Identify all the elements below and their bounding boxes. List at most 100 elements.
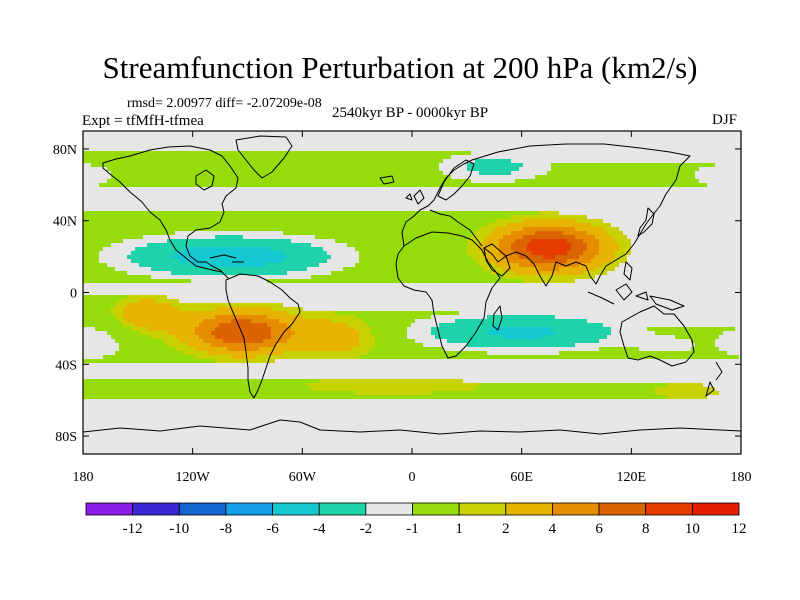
contour-cell (587, 231, 607, 235)
contour-cell (179, 259, 283, 263)
contour-cell (591, 223, 611, 227)
contour-cell (483, 239, 499, 243)
contour-cell (83, 383, 307, 387)
contour-cell (107, 167, 439, 171)
contour-cell (499, 243, 511, 247)
contour-cell (667, 395, 707, 399)
lon-tick-label: 60W (289, 470, 317, 485)
contour-cell (567, 239, 583, 243)
contour-cell (491, 231, 511, 235)
contour-cell (167, 331, 195, 335)
contour-cell (211, 331, 271, 335)
contour-cell (519, 255, 543, 259)
contour-cell (595, 267, 615, 271)
contour-cell (83, 247, 103, 251)
contour-cell (135, 323, 199, 327)
contour-cell (527, 247, 571, 251)
coast-europe (401, 159, 483, 247)
colorbar-swatch (645, 502, 693, 516)
contour-cell (567, 251, 583, 255)
contour-cell (83, 395, 667, 399)
contour-cell (475, 259, 487, 263)
contour-cell (367, 323, 411, 327)
contour-cell (183, 351, 207, 355)
contour-cell (111, 307, 123, 311)
contour-cell (119, 299, 139, 303)
contour-cell (359, 355, 739, 359)
contour-cell (511, 231, 535, 235)
contour-cell (195, 331, 211, 335)
contour-cell (107, 331, 139, 335)
colorbar-label: 12 (732, 521, 747, 537)
contour-cell (495, 219, 523, 223)
contour-cell (603, 227, 619, 231)
contour-cell (103, 355, 195, 359)
contour-cell (263, 339, 287, 343)
contour-cell (115, 351, 183, 355)
contour-cell (371, 347, 443, 351)
contour-cell (515, 251, 531, 255)
contour-cell (287, 339, 359, 343)
coast-philippines (623, 261, 633, 281)
contour-cell (83, 391, 355, 395)
contour-cell (503, 267, 539, 271)
contour-cell (83, 251, 99, 255)
contour-cell (83, 235, 143, 239)
contour-cell (215, 335, 271, 339)
contour-cell (83, 299, 119, 303)
contour-cell (575, 227, 603, 231)
contour-cell (175, 251, 283, 255)
colorbar-label: 1 (455, 521, 463, 537)
contour-cell (575, 235, 595, 239)
contour-cell (139, 331, 167, 335)
contour-cell (531, 239, 567, 243)
contour-cell (231, 355, 255, 359)
contour-cell (479, 227, 495, 231)
contour-cell (535, 175, 695, 179)
contour-cell (503, 235, 523, 239)
contour-cell (491, 271, 515, 275)
contour-cell (471, 255, 483, 259)
contour-cell (123, 323, 135, 327)
contour-cell (371, 331, 407, 335)
contour-cell (131, 259, 179, 263)
contour-cell (199, 323, 219, 327)
contour-cell (83, 243, 111, 247)
colorbar-swatch (412, 502, 460, 516)
contour-cell (375, 335, 407, 339)
contour-cell (355, 315, 431, 319)
contour-cell (119, 319, 127, 323)
contour-cell (655, 331, 723, 335)
contour-cell (287, 311, 335, 315)
contour-cell (259, 347, 351, 351)
contour-cell (111, 175, 451, 179)
contour-cell (195, 347, 227, 351)
colorbar-label: -1 (406, 521, 419, 537)
colorbar-swatch (272, 502, 320, 516)
contour-cell (375, 343, 423, 347)
contour-cell (287, 255, 331, 259)
contour-cell (611, 235, 627, 239)
contour-cell (363, 319, 415, 323)
contour-cell (115, 339, 163, 343)
contour-cell (431, 391, 655, 395)
contour-cell (531, 251, 567, 255)
contour-cell (127, 319, 203, 323)
contour-cell (83, 315, 115, 319)
contour-cell (579, 263, 603, 267)
season-label: DJF (712, 112, 738, 128)
lon-tick-label: 0 (409, 470, 416, 485)
contour-cell (83, 231, 175, 235)
contour-cell (547, 171, 695, 175)
contour-cell (367, 351, 487, 355)
contour-cell (431, 327, 491, 331)
contour-cell (83, 219, 495, 223)
contour-cell (283, 351, 367, 355)
contour-cell (503, 335, 543, 339)
contour-cell (479, 383, 667, 387)
contour-cell (359, 335, 375, 339)
contour-cell (195, 327, 215, 331)
contour-cell (515, 239, 531, 243)
contour-cell (255, 355, 359, 359)
contour-cell (511, 215, 587, 219)
